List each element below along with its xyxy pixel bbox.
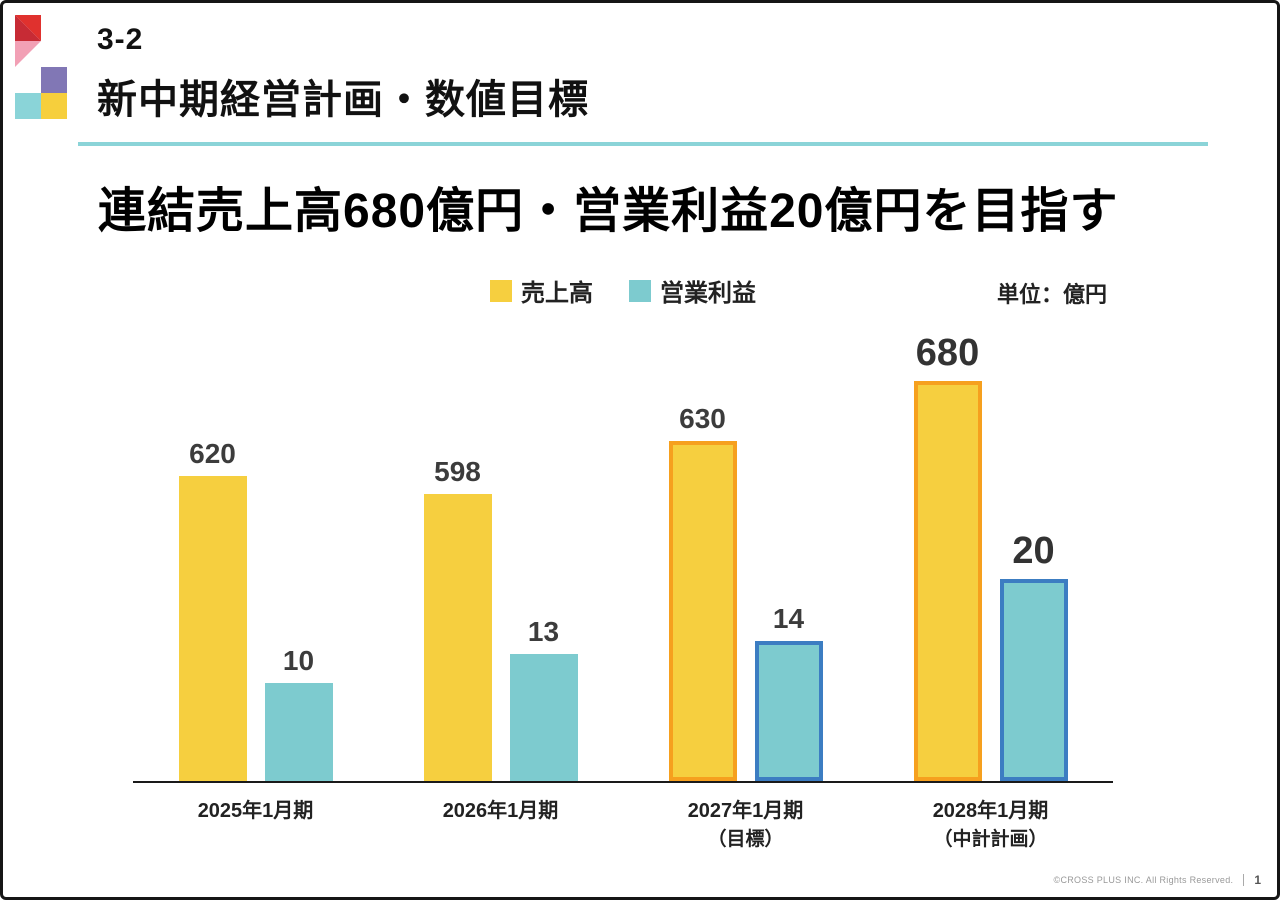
title-block: 3-2 新中期経営計画・数値目標 bbox=[97, 15, 589, 125]
sales-value-label: 620 bbox=[189, 438, 236, 469]
sales-swatch-icon bbox=[490, 279, 512, 302]
sales-bar-col: 630 bbox=[668, 403, 737, 781]
profit-value-label: 13 bbox=[527, 616, 560, 647]
sales-value-label: 680 bbox=[915, 332, 980, 374]
sales-bar bbox=[913, 381, 982, 781]
footer-divider bbox=[1243, 874, 1245, 886]
sales-value-label: 630 bbox=[679, 403, 726, 434]
bar-group-3: 630 14 bbox=[623, 403, 868, 781]
chart-legend: 売上高 営業利益 bbox=[133, 273, 1113, 308]
sales-bar-col: 680 bbox=[913, 332, 982, 781]
profit-swatch-icon bbox=[629, 279, 651, 302]
profit-bar bbox=[264, 683, 333, 781]
profit-bar bbox=[999, 579, 1068, 781]
category-label: 2025年1月期 bbox=[197, 800, 314, 822]
bar-chart: 売上高 営業利益 単位：億円 620 10 598 13 630 14 680 20 2025… bbox=[133, 273, 1113, 854]
profit-bar-col: 10 bbox=[264, 645, 333, 781]
footer-copyright: ©CROSS PLUS INC. All Rights Reserved. bbox=[1053, 875, 1234, 885]
legend-label-sales: 売上高 bbox=[521, 280, 593, 307]
legend-item-sales: 売上高 bbox=[490, 273, 593, 308]
sales-value-label: 598 bbox=[434, 456, 481, 487]
legend-row: 売上高 営業利益 単位：億円 bbox=[133, 273, 1113, 315]
profit-value-label: 10 bbox=[282, 645, 315, 676]
section-number: 3-2 bbox=[97, 23, 144, 56]
category-label: 2026年1月期 bbox=[442, 800, 559, 822]
sales-bar-col: 598 bbox=[423, 456, 492, 781]
sales-bar bbox=[668, 441, 737, 781]
bar-group-2: 598 13 bbox=[378, 456, 623, 781]
sales-bar-col: 620 bbox=[178, 438, 247, 781]
headline: 連結売上高680億円・営業利益20億円を目指す bbox=[98, 185, 1119, 238]
slide-footer: ©CROSS PLUS INC. All Rights Reserved. 1 bbox=[1054, 873, 1261, 887]
profit-bar bbox=[509, 654, 578, 781]
profit-bar bbox=[754, 641, 823, 781]
category-label: 2028年1月期 （中計計画） bbox=[932, 800, 1049, 850]
legend-label-profit: 営業利益 bbox=[660, 280, 756, 307]
legend-item-profit: 営業利益 bbox=[629, 273, 756, 308]
profit-bar-col: 14 bbox=[754, 603, 823, 781]
brand-logo-icon bbox=[15, 15, 67, 119]
profit-value-label: 20 bbox=[1012, 530, 1055, 572]
sales-bar bbox=[178, 476, 247, 781]
page-number: 1 bbox=[1254, 873, 1261, 887]
section-title: 新中期経営計画・数値目標 bbox=[97, 78, 589, 122]
profit-bar-col: 13 bbox=[509, 616, 578, 781]
bar-group-4: 680 20 bbox=[868, 332, 1113, 781]
plot-area: 620 10 598 13 630 14 680 20 bbox=[133, 315, 1113, 783]
sales-bar bbox=[423, 494, 492, 781]
accent-divider bbox=[78, 142, 1208, 146]
slide-header: 3-2 新中期経営計画・数値目標 bbox=[15, 15, 589, 125]
category-label: 2027年1月期 （目標） bbox=[687, 800, 804, 850]
profit-bar-col: 20 bbox=[999, 530, 1068, 781]
bar-group-1: 620 10 bbox=[133, 438, 378, 781]
unit-label: 単位：億円 bbox=[996, 282, 1107, 307]
profit-value-label: 14 bbox=[772, 603, 805, 634]
category-axis: 2025年1月期 2026年1月期 2027年1月期 （目標） 2028年1月期 （中計計… bbox=[133, 797, 1113, 854]
